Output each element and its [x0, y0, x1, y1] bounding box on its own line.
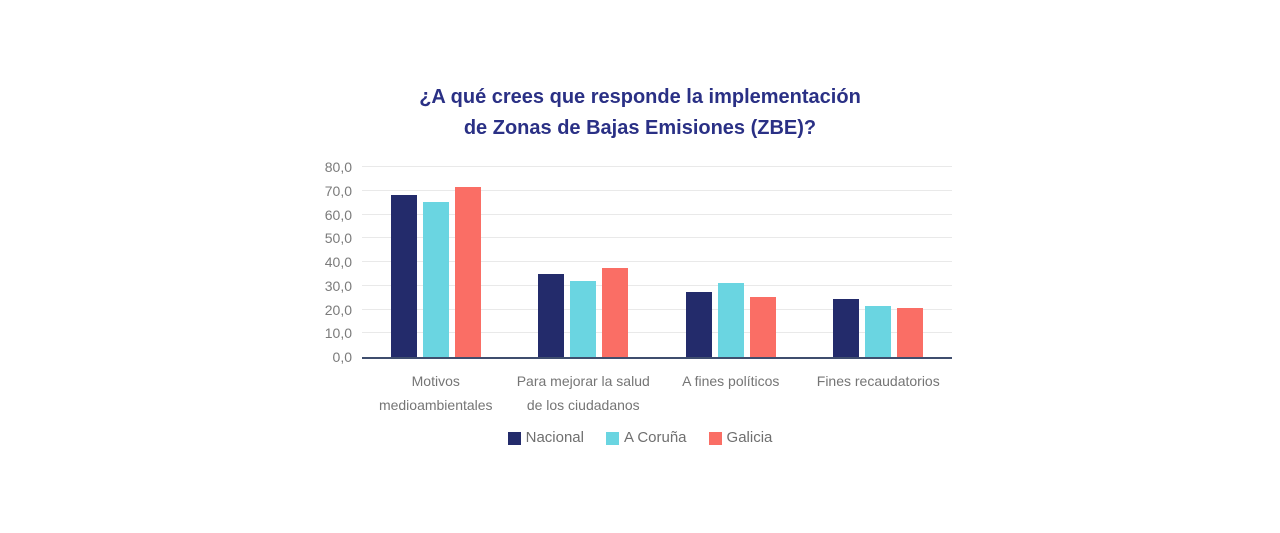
bar-nacional-motivos-medioambientales [390, 195, 417, 357]
category-label-text: Para mejorar la salud de los ciudadanos [516, 373, 650, 413]
gridline-10 [362, 332, 952, 334]
gridline-50 [362, 237, 952, 239]
plot-area: 0,0 10,0 20,0 30,0 40,0 50,0 60,0 70,0 80,0 [325, 159, 952, 365]
bar-a-coruna-motivos-medioambientales [422, 201, 449, 357]
y-axis-tick-label-40: 40,0 [324, 254, 352, 270]
y-axis-tick-label-20: 20,0 [324, 301, 352, 318]
bar-group-para-mejorar-la-salud-de-los-ciudadanos [510, 167, 658, 357]
legend-swatch-galicia [708, 431, 722, 445]
y-axis-tick-label-0: 0,0 [332, 349, 352, 365]
legend-item-nacional: Nacional [507, 429, 584, 447]
gridline-30 [362, 284, 952, 286]
bar-group-fines-recaudatorios [805, 167, 953, 357]
bar-a-coruna-fines-recaudatorios [865, 305, 892, 357]
bar-group-motivos-medioambientales [362, 167, 510, 357]
y-axis-tick-label-50: 50,0 [324, 230, 352, 247]
y-axis-tick-label-70: 70,0 [324, 182, 352, 199]
chart-title-line-2: de Zonas de Bajas Emisiones (ZBE)? [463, 117, 817, 139]
bar-nacional-fines-recaudatorios [833, 299, 860, 357]
legend-label-a-coruna: A Coruña [623, 429, 687, 446]
category-label-fines-recaudatorios: Fines recaudatorios [805, 369, 953, 417]
category-label-text: Fines recaudatorios [816, 373, 940, 389]
gridline-80 [362, 166, 952, 167]
bar-galicia-motivos-medioambientales [454, 187, 481, 357]
bar-galicia-para-mejorar-la-salud-de-los-ciudadanos [602, 268, 629, 357]
category-label-text: Motivos medioambientales [378, 373, 493, 413]
chart-title-line-1: ¿A qué crees que responde la implementac… [419, 86, 861, 108]
bar-a-coruna-para-mejorar-la-salud-de-los-ciudadanos [570, 281, 597, 357]
gridline-40 [362, 261, 952, 262]
y-axis-tick-label-60: 60,0 [324, 206, 352, 223]
bar-galicia-fines-recaudatorios [897, 308, 924, 357]
bar-a-coruna-a-fines-politicos [717, 283, 744, 357]
legend-swatch-nacional [507, 431, 521, 445]
legend-label-nacional: Nacional [525, 429, 584, 446]
bar-group-a-fines-politicos [657, 167, 805, 357]
x-axis-labels: Motivos medioambientales Para mejorar la … [362, 369, 952, 417]
bar-nacional-para-mejorar-la-salud-de-los-ciudadanos [538, 273, 565, 357]
category-label-a-fines-politicos: A fines políticos [657, 369, 805, 417]
bar-groups [362, 167, 952, 357]
bar-nacional-a-fines-politicos [685, 292, 712, 357]
category-label-motivos-medioambientales: Motivos medioambientales [362, 369, 510, 417]
category-label-text: A fines políticos [682, 373, 780, 389]
legend-swatch-a-coruna [605, 431, 619, 445]
legend-item-galicia: Galicia [708, 429, 773, 447]
category-label-para-mejorar-la-salud-de-los-ciudadanos: Para mejorar la salud de los ciudadanos [510, 369, 658, 417]
bar-galicia-a-fines-politicos [749, 297, 776, 357]
legend: Nacional A Coruña Galicia [0, 429, 1280, 447]
y-axis-tick-label-80: 80,0 [324, 159, 352, 175]
y-axis-tick-label-10: 10,0 [324, 325, 352, 342]
legend-label-galicia: Galicia [726, 429, 773, 446]
y-axis-tick-label-30: 30,0 [324, 277, 352, 294]
gridline-60 [362, 213, 952, 215]
legend-item-a-coruna: A Coruña [605, 429, 687, 447]
gridline-20 [362, 308, 952, 310]
chart-title: ¿A qué crees que responde la implementac… [0, 82, 1280, 144]
gridline-70 [362, 189, 952, 191]
